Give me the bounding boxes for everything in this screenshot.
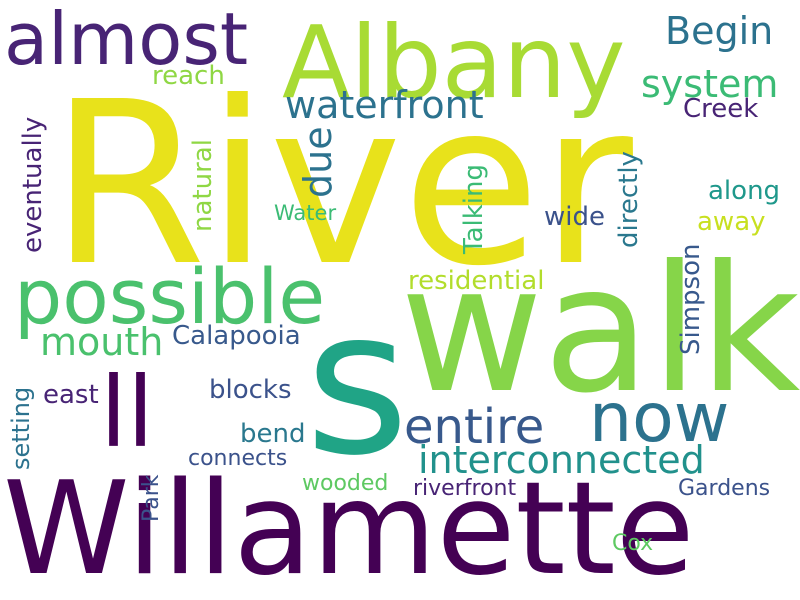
word-creek: Creek <box>683 94 758 124</box>
word-cox: Cox <box>612 531 653 556</box>
word-mouth: mouth <box>40 320 163 364</box>
word-river: River <box>50 54 633 316</box>
word-due: due <box>296 126 340 198</box>
word-system: system <box>641 62 778 106</box>
word-begin: Begin <box>665 9 773 53</box>
word-directly: directly <box>614 151 644 248</box>
word-simpson: Simpson <box>676 244 706 356</box>
word-walk: walk <box>400 229 800 432</box>
word-water: Water <box>274 201 336 225</box>
word-almost: almost <box>4 0 248 81</box>
word-s: s <box>305 267 409 500</box>
word-bend: bend <box>240 419 305 449</box>
word-entire: entire <box>404 399 544 455</box>
word-away: away <box>697 207 766 237</box>
word-riverfront: riverfront <box>413 476 516 501</box>
word-residential: residential <box>408 266 544 296</box>
word-willamette: Willamette <box>3 455 694 600</box>
word-connects: connects <box>188 446 287 471</box>
word-reach: reach <box>152 61 225 91</box>
word-possible: possible <box>14 252 325 341</box>
word-now: now <box>589 379 729 458</box>
word-talking: Talking <box>459 164 489 255</box>
word-wide: wide <box>544 202 605 232</box>
word-setting: setting <box>7 387 35 470</box>
word-blocks: blocks <box>209 375 292 405</box>
word-park: Park <box>139 474 164 522</box>
word-along: along <box>708 176 780 206</box>
word-interconnected: interconnected <box>418 438 705 482</box>
word-wooded: wooded <box>302 471 388 496</box>
word-eventually: eventually <box>18 117 48 253</box>
word-east: east <box>43 380 99 410</box>
word-ll: ll <box>100 356 154 469</box>
word-gardens: Gardens <box>678 476 770 501</box>
word-waterfront: waterfront <box>285 83 484 127</box>
word-calapooia: Calapooia <box>172 321 301 351</box>
word-natural: natural <box>188 139 218 232</box>
word-albany: Albany <box>282 4 626 121</box>
